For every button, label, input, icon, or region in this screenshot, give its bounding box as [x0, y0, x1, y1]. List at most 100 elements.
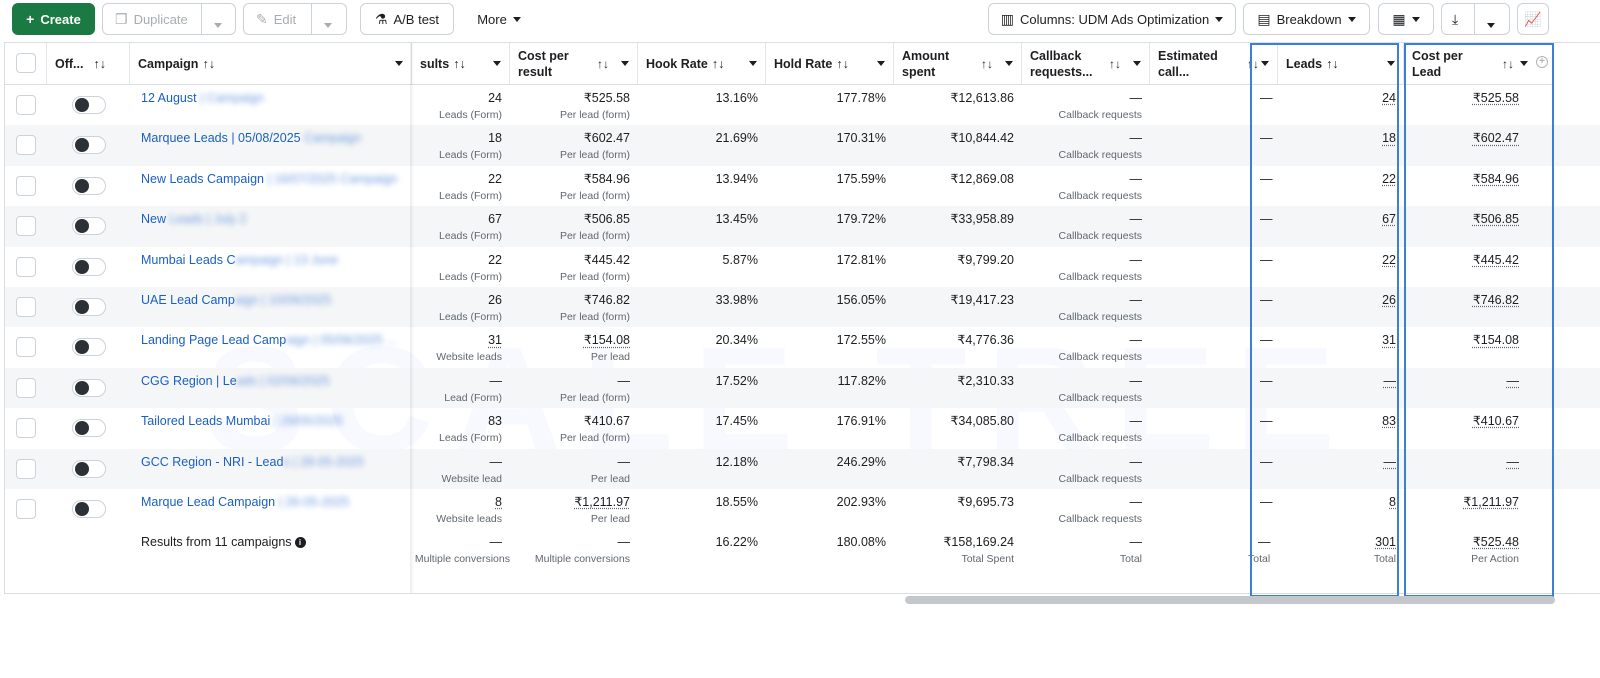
campaign-name-link[interactable]: GCC Region - NRI - Leads | 28-05-2025: [141, 454, 364, 469]
sort-icon[interactable]: ↑↓: [981, 57, 993, 71]
chevron-down-icon[interactable]: [493, 61, 501, 66]
campaign-toggle[interactable]: [72, 217, 106, 236]
edit-dropdown-chevron-icon[interactable]: [324, 16, 332, 31]
campaign-toggle[interactable]: [72, 378, 106, 397]
campaign-name-link[interactable]: CGG Region | Leads | 02/06/2025: [141, 373, 330, 388]
export-dropdown-chevron-icon[interactable]: [1487, 16, 1495, 31]
campaign-toggle[interactable]: [72, 338, 106, 357]
sort-icon[interactable]: ↑↓: [1326, 56, 1339, 71]
campaign-toggle[interactable]: [72, 419, 106, 438]
chevron-down-icon[interactable]: [877, 61, 885, 66]
columns-dropdown[interactable]: ▥ Columns: UDM Ads Optimization: [988, 3, 1236, 35]
row-checkbox[interactable]: [16, 216, 36, 237]
campaign-name-link[interactable]: UAE Lead Campaign | 10/06/2025: [141, 293, 332, 307]
header-hook-rate[interactable]: Hook Rate ↑↓: [638, 43, 766, 85]
chevron-down-icon[interactable]: [621, 61, 629, 66]
row-checkbox[interactable]: [16, 499, 36, 519]
export-button[interactable]: ⤓: [1441, 3, 1510, 35]
row-checkbox[interactable]: [16, 297, 36, 317]
campaign-name-link[interactable]: Tailored Leads Mumbai | 29/05/2025: [141, 414, 344, 429]
add-column-icon[interactable]: +: [1536, 56, 1548, 68]
campaign-toggle[interactable]: [72, 136, 106, 155]
campaign-toggle[interactable]: [72, 176, 106, 195]
campaign-toggle[interactable]: [72, 459, 106, 478]
row-checkbox[interactable]: [16, 175, 36, 196]
row-checkbox[interactable]: [16, 418, 36, 439]
ab-test-button[interactable]: ⚗ A/B test: [360, 3, 454, 35]
info-icon[interactable]: i: [294, 537, 306, 548]
chevron-down-icon[interactable]: [395, 61, 403, 66]
header-cost-per-result[interactable]: Cost per result ↑↓: [510, 43, 638, 85]
table-row[interactable]: GCC Region - NRI - Leads | 28-05-2025 — …: [5, 448, 1600, 489]
sort-icon[interactable]: ↑↓: [836, 56, 849, 71]
row-checkbox[interactable]: [16, 135, 36, 156]
duplicate-dropdown-chevron-icon[interactable]: [214, 16, 222, 31]
hold-rate-cell: 117.82%: [837, 373, 886, 388]
amount-spent-cell: ₹12,613.86: [950, 91, 1014, 105]
header-leads[interactable]: Leads ↑↓: [1278, 43, 1404, 85]
sort-icon[interactable]: ↑↓: [711, 56, 725, 71]
sort-icon[interactable]: ↑↓: [93, 56, 106, 71]
hold-rate-cell: 246.29%: [836, 454, 886, 469]
toggle-knob: [75, 461, 89, 476]
sort-icon[interactable]: ↑↓: [453, 56, 466, 71]
charts-button[interactable]: 📈: [1517, 3, 1549, 35]
toggle-knob: [75, 98, 89, 112]
chevron-down-icon[interactable]: [749, 61, 757, 66]
row-checkbox[interactable]: [16, 377, 36, 398]
header-amount-spent[interactable]: Amount spent ↑↓: [894, 43, 1022, 85]
cost-per-lead-cell: ₹602.47: [1472, 131, 1519, 146]
header-hold-rate[interactable]: Hold Rate ↑↓: [766, 43, 894, 85]
row-checkbox[interactable]: [16, 337, 36, 358]
table-row[interactable]: New Leads Campaign | 16/07/2025 Campaign…: [5, 166, 1600, 206]
campaign-toggle[interactable]: [72, 298, 106, 316]
duplicate-button[interactable]: ❐ Duplicate: [102, 3, 236, 35]
campaign-name-link[interactable]: Marquee Leads | 05/08/2025 Campaign: [141, 131, 362, 146]
sort-icon[interactable]: ↑↓: [597, 57, 609, 71]
campaign-toggle[interactable]: [72, 500, 106, 518]
campaign-name-link[interactable]: New Leads | July 2: [141, 212, 247, 227]
header-off[interactable]: Off... ↑↓: [47, 43, 130, 85]
header-callback-requests[interactable]: Callback requests... ↑↓: [1022, 43, 1150, 85]
campaign-name-link[interactable]: New Leads Campaign | 16/07/2025 Campaign: [141, 171, 398, 186]
header-results[interactable]: sults ↑↓: [412, 43, 510, 85]
edit-button[interactable]: ✎ Edit: [243, 3, 347, 35]
table-row[interactable]: Mumbai Leads Campaign | 13 June 22 Leads…: [5, 247, 1600, 287]
row-checkbox[interactable]: [16, 458, 36, 479]
table-row[interactable]: UAE Lead Campaign | 10/06/2025 26 Leads …: [5, 287, 1600, 328]
campaign-name-link[interactable]: Marque Lead Campaign | 26-05-2025: [141, 495, 350, 509]
campaign-name-link[interactable]: Landing Page Lead Campaign | 05/06/2025 …: [141, 333, 397, 348]
chevron-down-icon[interactable]: [1005, 61, 1013, 66]
campaign-toggle[interactable]: [72, 96, 106, 114]
summary-row: Results from 11 campaigns i — Multiple co…: [5, 529, 1600, 589]
row-checkbox[interactable]: [16, 256, 36, 277]
sort-icon[interactable]: ↑↓: [202, 56, 215, 71]
table-row[interactable]: 12 August | Campaign 24 Leads (Form) ₹52…: [5, 85, 1600, 125]
create-button[interactable]: + Create: [12, 3, 95, 35]
chevron-down-icon[interactable]: [1520, 61, 1528, 66]
more-button[interactable]: More: [464, 3, 534, 35]
breakdown-dropdown[interactable]: ▤ Breakdown: [1243, 3, 1370, 35]
campaign-toggle[interactable]: [72, 257, 106, 276]
chevron-down-icon[interactable]: [1387, 61, 1395, 66]
sort-icon[interactable]: ↑↓: [1109, 57, 1121, 71]
table-row[interactable]: Marquee Leads | 05/08/2025 Campaign 18 L…: [5, 125, 1600, 166]
row-checkbox[interactable]: [16, 95, 36, 115]
select-all-checkbox[interactable]: [16, 53, 36, 73]
table-row[interactable]: Tailored Leads Mumbai | 29/05/2025 83 Le…: [5, 408, 1600, 448]
header-campaign[interactable]: Campaign ↑↓: [130, 43, 412, 85]
table-row[interactable]: Landing Page Lead Campaign | 05/06/2025 …: [5, 327, 1600, 367]
campaign-name-link[interactable]: 12 August | Campaign: [141, 91, 264, 105]
plus-icon: +: [26, 11, 35, 27]
table-row[interactable]: Marque Lead Campaign | 26-05-2025 8 Webs…: [5, 489, 1600, 529]
cost-per-result-cell: — Per lead: [590, 454, 630, 485]
table-row[interactable]: CGG Region | Leads | 02/06/2025 — Lead (…: [5, 367, 1600, 409]
chevron-down-icon[interactable]: [1133, 61, 1141, 66]
table-row[interactable]: New Leads | July 2 67 Leads (Form) ₹506.…: [5, 206, 1600, 247]
chevron-down-icon[interactable]: [1261, 61, 1269, 66]
sort-icon[interactable]: ↑↓: [1502, 57, 1514, 71]
header-cost-per-lead[interactable]: Cost per Lead ↑↓ +: [1404, 43, 1554, 85]
reports-dropdown[interactable]: ▦: [1378, 3, 1434, 35]
horizontal-scrollbar[interactable]: [905, 596, 1555, 604]
campaign-name-link[interactable]: Mumbai Leads Campaign | 13 June: [141, 252, 339, 267]
